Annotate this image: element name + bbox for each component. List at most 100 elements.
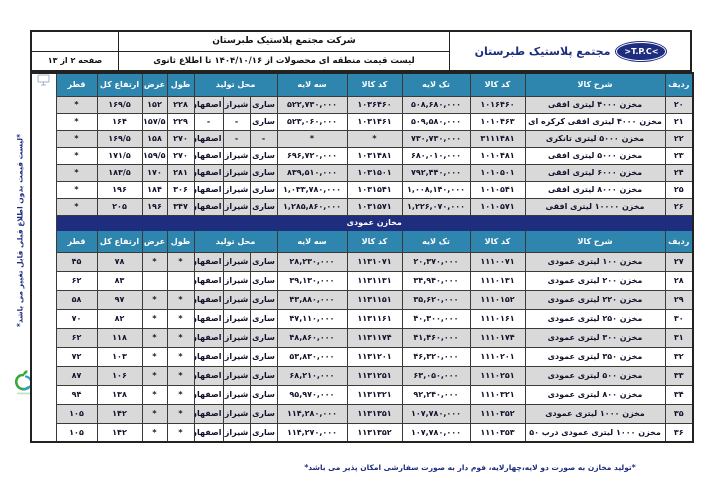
cell-code1: ۱۱۱۰۱۵۲ bbox=[469, 289, 526, 310]
cell-tol: * bbox=[166, 289, 195, 310]
cell-esfahan: اصفهان bbox=[193, 346, 224, 367]
cell-no: ۲۴ bbox=[664, 163, 694, 182]
cell-price3: * bbox=[276, 129, 348, 148]
col-triple-layer: سه لایه bbox=[276, 229, 348, 253]
cell-ghotr: ۷۰ bbox=[55, 308, 98, 329]
cell-sari: ساری bbox=[249, 403, 278, 424]
cell-price1: ۷۳۰,۷۳۰,۰۰۰ bbox=[401, 129, 471, 148]
cell-code3: ۱۰۳۱۴۸۱ bbox=[346, 146, 403, 165]
eco-logo bbox=[12, 368, 36, 400]
cell-shiraz: شیراز bbox=[222, 163, 251, 182]
cell-tol: * bbox=[166, 346, 195, 367]
cell-esfahan: اصفهان bbox=[193, 403, 224, 424]
col-length: طول bbox=[166, 72, 195, 97]
cell-esfahan: اصفهان bbox=[193, 270, 224, 291]
cell-ghotr: ۴۵ bbox=[55, 251, 98, 272]
cell-arz: ۱۷۰ bbox=[141, 163, 168, 182]
cell-price3: ۲۸,۲۳۰,۰۰۰ bbox=[276, 251, 348, 272]
cell-no: ۲۵ bbox=[664, 180, 694, 199]
cell-shiraz: شیراز bbox=[222, 289, 251, 310]
cell-code1: ۱۱۱۰۱۶۱ bbox=[469, 308, 526, 329]
cell-shiraz: شیراز bbox=[222, 384, 251, 405]
cell-price1: ۶۳,۰۵۰,۰۰۰ bbox=[401, 365, 471, 386]
table-row: ۳۲ مخزن ۳۵۰ لیتری عمودی ۱۱۱۰۲۰۱ ۴۶,۳۲۰,۰۰۰ ۱… bbox=[31, 346, 694, 367]
cell-tol: ۲۷۰ bbox=[166, 146, 195, 165]
header-center: شرکت مجتمع پلاستیک طبرستان لیست قیمت منط… bbox=[118, 32, 449, 70]
cell-esfahan: اصفهان bbox=[193, 197, 224, 216]
cell-code1: ۳۱۱۱۴۸۱ bbox=[469, 129, 526, 148]
cell-ertefa: ۹۷ bbox=[96, 289, 143, 310]
cell-price1: ۷۹۲,۴۴۰,۰۰۰ bbox=[401, 163, 471, 182]
cell-desc: مخزن ۵۰۰۰ لیتری تانکری bbox=[524, 129, 666, 148]
cell-code3: ۱۰۳۱۵۰۱ bbox=[346, 163, 403, 182]
cell-price1: ۵۰۸,۶۸۰,۰۰۰ bbox=[401, 95, 471, 114]
cell-desc: مخزن ۲۲۰ لیتری عمودی bbox=[524, 289, 666, 310]
col-origin: محل تولید bbox=[193, 229, 278, 253]
cell-shiraz: شیراز bbox=[222, 308, 251, 329]
table-row: ۲۵ مخزن ۸۰۰۰ لیتری افقی ۱۰۱۰۵۴۱ ۱,۰۰۸,۱۴۰,۰… bbox=[31, 180, 694, 199]
cell-sari: ساری bbox=[249, 422, 278, 443]
cell-price3: ۱,۲۸۵,۸۶۰,۰۰۰ bbox=[276, 197, 348, 216]
cell-tol: * bbox=[166, 251, 195, 272]
cell-price1: ۲۰,۳۷۰,۰۰۰ bbox=[401, 251, 471, 272]
cell-ghotr: ۷۲ bbox=[55, 346, 98, 367]
cell-ghotr: * bbox=[55, 95, 98, 114]
cell-shiraz: شیراز bbox=[222, 180, 251, 199]
cell-tol: * bbox=[166, 403, 195, 424]
cell-code3: ۱۰۳۱۴۶۱ bbox=[346, 112, 403, 131]
cell-shiraz: شیراز bbox=[222, 365, 251, 386]
cell-ertefa: ۱۰۳ bbox=[96, 346, 143, 367]
cell-tol: * bbox=[166, 365, 195, 386]
cell-esfahan: اصفهان bbox=[193, 146, 224, 165]
cell-ertefa: ۱۶۹/۵ bbox=[96, 95, 143, 114]
cell-price3: ۶۹۶,۷۲۰,۰۰۰ bbox=[276, 146, 348, 165]
cell-esfahan: - bbox=[193, 112, 224, 131]
brand: >T.P.C< مجتمع پلاستیک طبرستان bbox=[449, 32, 690, 70]
table-row: ۲۰ مخزن ۴۰۰۰ لیتری افقی ۱۰۱۶۴۶۰ ۵۰۸,۶۸۰,۰۰۰… bbox=[31, 95, 694, 114]
cell-arz: * bbox=[141, 289, 168, 310]
tpc-logo: >T.P.C< bbox=[614, 40, 668, 62]
cell-sari: ساری bbox=[249, 95, 278, 114]
cell-code1: ۱۱۱۰۳۵۲ bbox=[469, 403, 526, 424]
cell-code3: ۱۰۳۶۴۶۰ bbox=[346, 95, 403, 114]
cell-price3: ۶۸,۲۱۰,۰۰۰ bbox=[276, 365, 348, 386]
cell-shiraz: شیراز bbox=[222, 270, 251, 291]
footer-note: *تولید مخازن به صورت دو لایه،چهارلایه، ف… bbox=[304, 463, 636, 472]
col-total-height: ارتفاع کل bbox=[96, 229, 143, 253]
cell-code3: ۱۱۳۱۱۶۱ bbox=[346, 308, 403, 329]
table-header-row-2: ردیف شرح کالا کد کالا تک لایه کد کالا سه… bbox=[31, 229, 694, 253]
cell-price3: ۸۳۹,۵۱۰,۰۰۰ bbox=[276, 163, 348, 182]
cell-no: ۲۳ bbox=[664, 146, 694, 165]
cell-tol: * bbox=[166, 308, 195, 329]
cell-code1: ۱۰۱۶۴۶۰ bbox=[469, 95, 526, 114]
cell-shiraz: - bbox=[222, 129, 251, 148]
cell-arz: * bbox=[141, 308, 168, 329]
col-origin: محل تولید bbox=[193, 72, 278, 97]
cell-tol: ۲۷۰ bbox=[166, 129, 195, 148]
page-number: صفحه ۲ از ۱۳ bbox=[47, 56, 103, 66]
col-code-triple: کد کالا bbox=[346, 72, 403, 97]
cell-shiraz: شیراز bbox=[222, 403, 251, 424]
cell-code3: ۱۰۳۱۵۴۱ bbox=[346, 180, 403, 199]
cell-ghotr: * bbox=[55, 163, 98, 182]
cell-code3: ۱۱۳۱۱۷۴ bbox=[346, 327, 403, 348]
cell-code3: ۱۱۳۱۰۷۱ bbox=[346, 251, 403, 272]
cell-sari: ساری bbox=[249, 270, 278, 291]
cell-arz: ۱۵۷/۵ bbox=[141, 112, 168, 131]
cell-tol: ۳۰۶ bbox=[166, 180, 195, 199]
cell-arz: ۱۵۸ bbox=[141, 129, 168, 148]
col-code-triple: کد کالا bbox=[346, 229, 403, 253]
cell-code3: ۱۱۳۱۲۵۱ bbox=[346, 365, 403, 386]
table-header-row: ردیف شرح کالا کد کالا تک لایه کد کالا سه… bbox=[30, 72, 694, 443]
col-code-single: کد کالا bbox=[469, 229, 526, 253]
table-row: ۳۳ مخزن ۵۰۰ لیتری عمودی ۱۱۱۰۲۵۱ ۶۳,۰۵۰,۰۰۰ ۱… bbox=[31, 365, 694, 386]
cell-desc: مخزن ۲۵۰ لیتری عمودی bbox=[524, 308, 666, 329]
cell-price3: ۵۳,۸۳۰,۰۰۰ bbox=[276, 346, 348, 367]
cell-sari: ساری bbox=[249, 365, 278, 386]
cell-esfahan: اصفهان bbox=[193, 327, 224, 348]
col-single-layer: تک لایه bbox=[401, 72, 471, 97]
cell-code1: ۱۰۱۰۵۴۱ bbox=[469, 180, 526, 199]
cell-esfahan: اصفهان bbox=[193, 95, 224, 114]
cell-arz: ۱۵۲ bbox=[141, 95, 168, 114]
